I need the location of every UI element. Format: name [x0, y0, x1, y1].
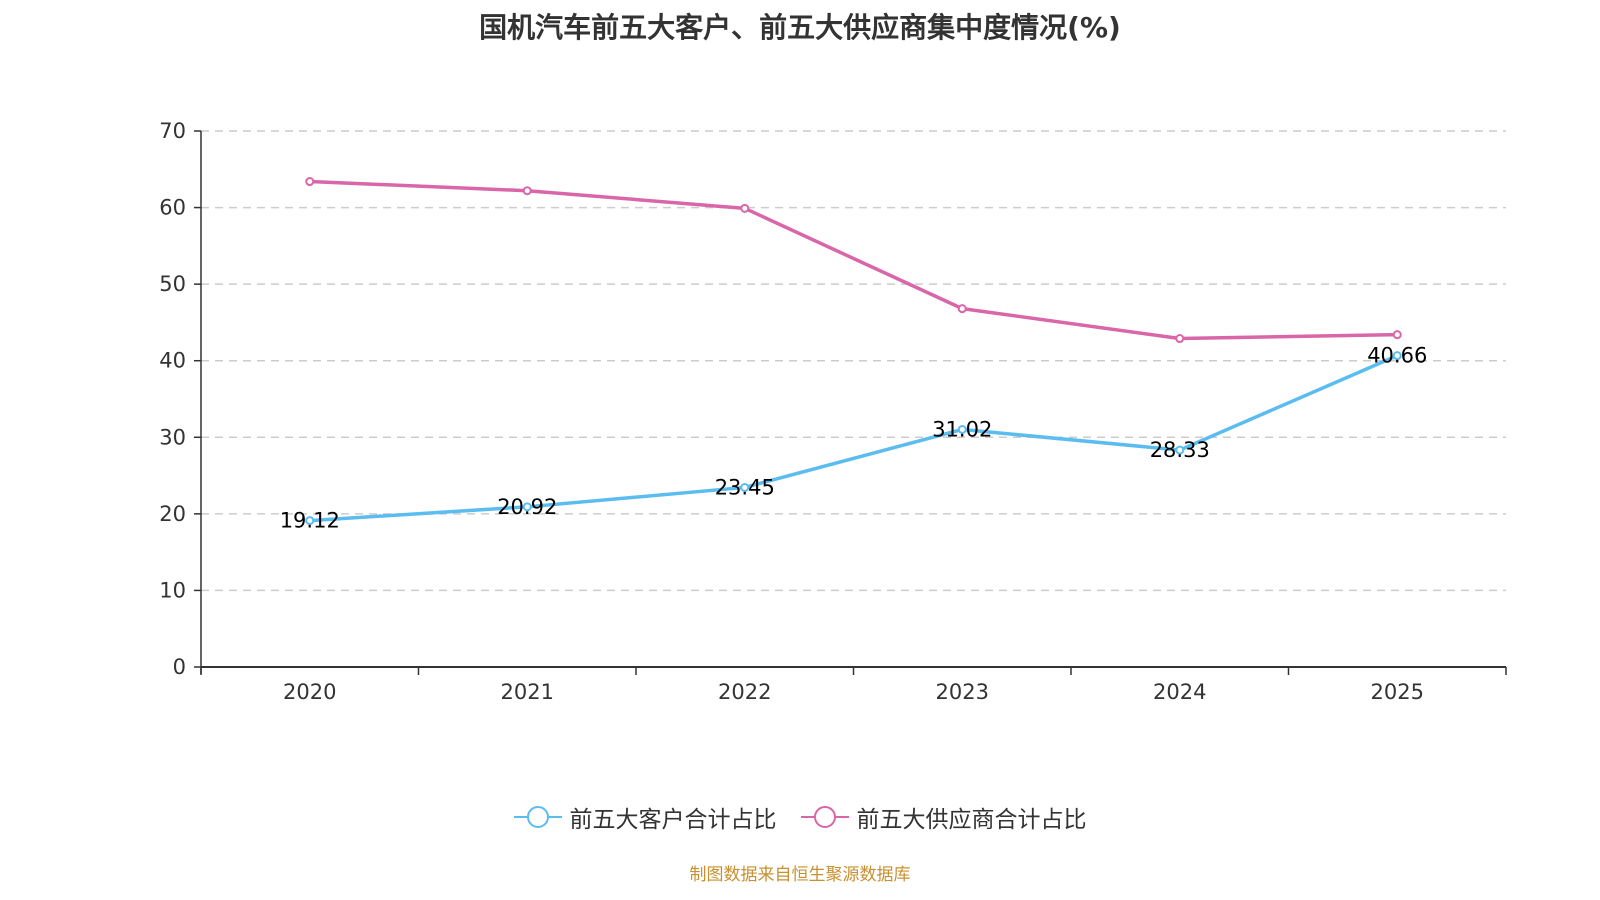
legend: 前五大客户合计占比 前五大供应商合计占比	[0, 800, 1600, 834]
y-tick-label: 60	[159, 196, 186, 220]
data-point	[957, 304, 967, 314]
legend-marker-suppliers-icon	[800, 806, 849, 828]
data-point	[740, 482, 750, 492]
data-label: 31.02	[932, 417, 992, 441]
data-point	[522, 502, 532, 512]
data-label: 40.66	[1367, 344, 1427, 368]
y-tick-label: 0	[173, 655, 186, 679]
x-tick-label: 2025	[1371, 680, 1424, 704]
data-label: 19.12	[280, 509, 340, 533]
y-tick-label: 40	[159, 349, 186, 373]
data-point	[522, 186, 532, 196]
data-point	[305, 177, 315, 187]
data-point	[305, 516, 315, 526]
series-line-0	[309, 354, 1398, 523]
legend-label-customers: 前五大客户合计占比	[569, 807, 777, 833]
data-point	[1175, 445, 1185, 455]
data-label: 23.45	[715, 475, 775, 499]
data-point	[1392, 330, 1402, 340]
legend-marker-customers-icon	[513, 806, 562, 828]
x-tick-label: 2022	[718, 680, 771, 704]
gridlines	[201, 130, 1506, 592]
y-tick-label: 70	[159, 119, 186, 143]
y-tick-label: 10	[159, 578, 186, 602]
x-tick-label: 2023	[936, 680, 989, 704]
y-tick-label: 50	[159, 272, 186, 296]
data-labels: 19.12 20.92 23.45 31.02 28.33 40.66	[280, 344, 1428, 533]
x-tick-label: 2024	[1153, 680, 1206, 704]
chart-title: 国机汽车前五大客户、前五大供应商集中度情况(%)	[479, 11, 1121, 44]
legend-item-suppliers[interactable]: 前五大供应商合计占比	[800, 800, 1087, 834]
legend-label-suppliers: 前五大供应商合计占比	[856, 807, 1087, 833]
data-point	[740, 203, 750, 213]
data-point	[957, 424, 967, 434]
data-point	[1392, 351, 1402, 361]
data-point	[1175, 334, 1185, 344]
x-tick-label: 2021	[501, 680, 554, 704]
legend-item-customers[interactable]: 前五大客户合计占比	[513, 800, 777, 834]
y-tick-label: 30	[159, 425, 186, 449]
source-note: 制图数据来自恒生聚源数据库	[689, 865, 911, 885]
x-tick-label: 2020	[283, 680, 336, 704]
axes: 0 10 20 30 40 50 60 70 2020 2021 2022 2023 2024 2025	[159, 119, 1507, 704]
data-label: 28.33	[1150, 438, 1210, 462]
series-lines	[305, 177, 1402, 526]
series-line-1	[309, 179, 1398, 341]
y-tick-label: 20	[159, 502, 186, 526]
data-label: 20.92	[497, 495, 557, 519]
